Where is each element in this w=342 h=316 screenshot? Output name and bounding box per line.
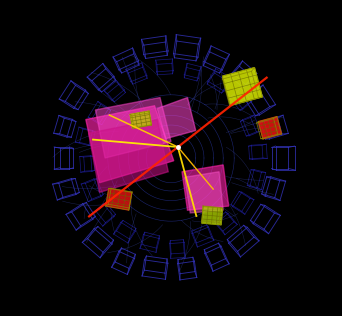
Polygon shape: [202, 207, 223, 225]
Polygon shape: [86, 106, 174, 183]
Polygon shape: [95, 98, 171, 158]
Polygon shape: [185, 172, 223, 213]
Polygon shape: [89, 119, 168, 192]
Polygon shape: [223, 68, 262, 106]
Polygon shape: [130, 111, 152, 128]
Polygon shape: [258, 117, 281, 139]
Polygon shape: [106, 188, 132, 210]
Polygon shape: [182, 165, 229, 210]
Polygon shape: [157, 98, 196, 139]
